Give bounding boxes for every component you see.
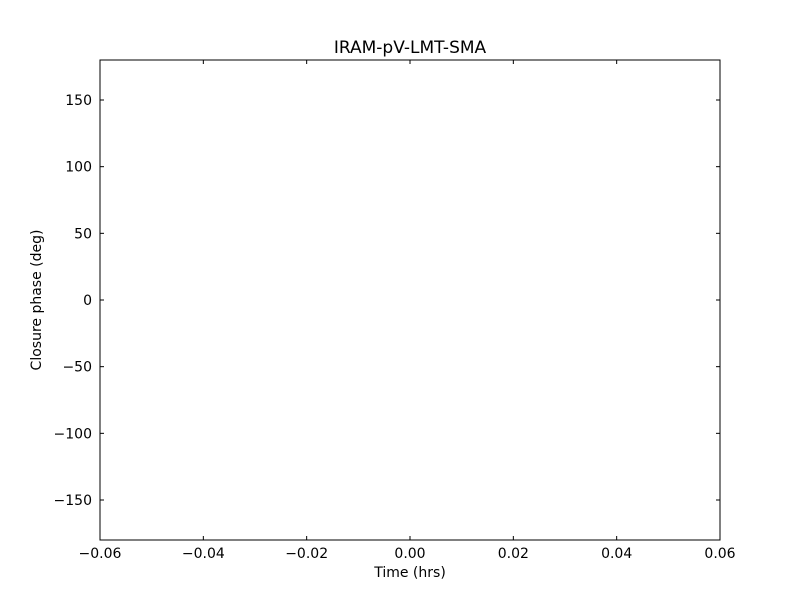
- y-tick-label: −150: [54, 493, 92, 509]
- x-tick-label: −0.06: [79, 546, 122, 562]
- y-tick-label: 0: [83, 293, 92, 309]
- x-tick-label: −0.02: [285, 546, 328, 562]
- y-tick-label: 100: [65, 160, 92, 176]
- y-tick-label: 50: [74, 226, 92, 242]
- x-tick-label: 0.02: [498, 546, 529, 562]
- plot-area: [99, 59, 721, 541]
- x-tick-label: 0.06: [704, 546, 735, 562]
- chart-title: IRAM-pV-LMT-SMA: [334, 38, 487, 58]
- y-axis-label: Closure phase (deg): [29, 230, 45, 371]
- y-tick-label: 150: [65, 93, 92, 109]
- x-tick-label: 0.00: [394, 546, 425, 562]
- y-tick-label: −100: [54, 426, 92, 442]
- x-tick-label: 0.04: [601, 546, 632, 562]
- x-axis-label: Time (hrs): [373, 565, 446, 581]
- x-tick-label: −0.04: [182, 546, 225, 562]
- y-tick-label: −50: [62, 360, 92, 376]
